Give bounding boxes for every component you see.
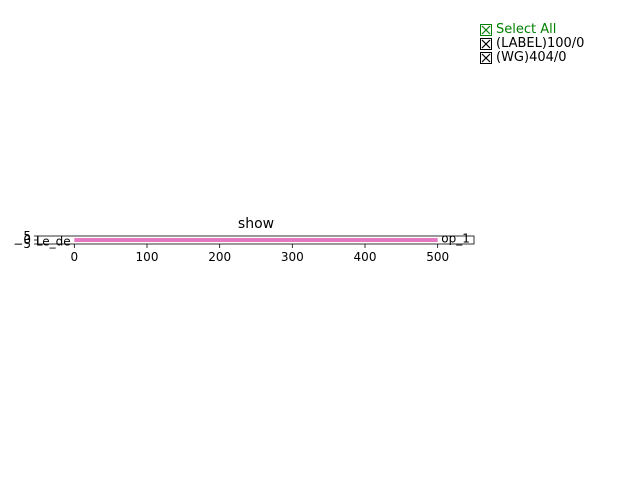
- x-tick-label-3: 300: [281, 250, 304, 264]
- x-tick-label-0: 0: [71, 250, 79, 264]
- checkbox-checked-icon[interactable]: [480, 52, 492, 64]
- annotation-layer: Le_de op_1: [36, 231, 470, 248]
- chart-title: show: [238, 216, 274, 232]
- tick-layer: 0 100 200 300 400 500−505: [13, 229, 449, 264]
- x-tick-label-5: 500: [426, 250, 449, 264]
- checkbox-label-select-all: Select All: [496, 22, 557, 37]
- checkbox-label-wg-404: (WG)404/0: [496, 50, 567, 65]
- x-tick-label-2: 200: [208, 250, 231, 264]
- checkbox-checked-icon[interactable]: [480, 24, 492, 36]
- y-tick-label-2: 5: [23, 229, 31, 243]
- y-tick-label-0: −5: [13, 237, 31, 251]
- annotation-label-1: op_1: [441, 231, 470, 245]
- x-tick-label-4: 400: [354, 250, 377, 264]
- y-tick-label-1: 0: [23, 233, 31, 247]
- checkbox-checked-icon[interactable]: [480, 38, 492, 50]
- checkbox-label-label-100: (LABEL)100/0: [496, 36, 585, 51]
- checkbox-select-all[interactable]: Select All: [480, 23, 630, 37]
- checkbox-wg-404[interactable]: (WG)404/0: [480, 51, 630, 65]
- annotation-label-0: Le_de: [36, 235, 71, 249]
- check-buttons-panel: Select All (LABEL)100/0 (WG)404/0: [480, 23, 630, 65]
- x-tick-label-1: 100: [136, 250, 159, 264]
- checkbox-label-100[interactable]: (LABEL)100/0: [480, 37, 630, 51]
